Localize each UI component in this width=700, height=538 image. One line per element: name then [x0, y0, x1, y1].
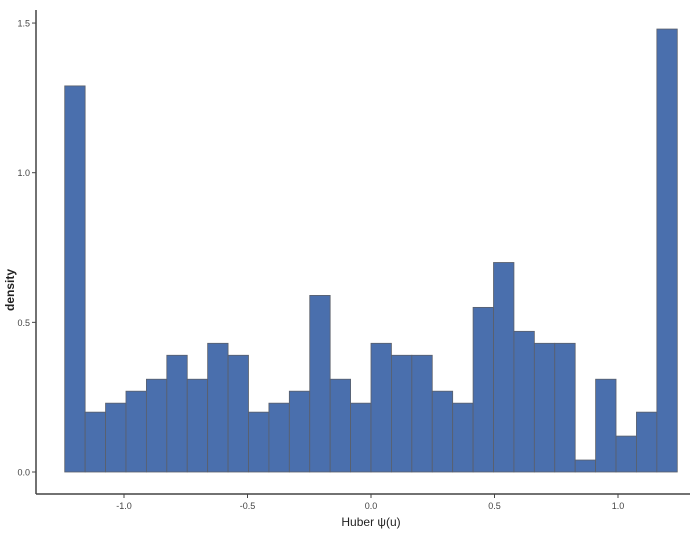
histogram-bar: [309, 295, 331, 473]
histogram-bar: [595, 378, 617, 473]
histogram-bar: [472, 306, 494, 473]
y-axis-title: density: [3, 269, 17, 311]
histogram-bar: [431, 390, 454, 473]
y-ticks: 0.0 0.5 1.0 1.5: [17, 19, 36, 478]
histogram-bar: [513, 330, 535, 473]
y-tick-label: 1.5: [17, 19, 30, 29]
histogram-bar: [186, 378, 209, 473]
histogram-bar: [166, 354, 188, 473]
histogram-bar: [615, 435, 637, 473]
histogram-bar: [207, 342, 229, 473]
histogram-bar: [636, 411, 658, 473]
y-tick-label: 0.5: [17, 318, 30, 328]
histogram-bar: [248, 411, 270, 473]
histogram-bar: [350, 402, 372, 473]
x-tick-label: 0.5: [488, 501, 501, 511]
x-tick-label: 1.0: [612, 501, 625, 511]
histogram-bar: [268, 402, 290, 473]
histogram-bar: [145, 378, 168, 473]
histogram-bar: [533, 342, 556, 473]
histogram-bar: [227, 354, 249, 473]
histogram-bar: [574, 459, 597, 473]
histogram-bar: [288, 390, 311, 473]
x-tick-label: -1.0: [116, 501, 132, 511]
histogram-bar: [411, 354, 433, 473]
bars-group: [64, 28, 678, 473]
histogram-bar: [84, 411, 106, 473]
x-axis-title: Huber ψ(u): [341, 515, 400, 529]
histogram-bar: [64, 85, 86, 473]
histogram-bar: [125, 390, 147, 473]
histogram-bar: [105, 402, 127, 473]
histogram-bar: [554, 342, 576, 473]
histogram-bar: [493, 262, 515, 473]
y-tick-label: 1.0: [17, 168, 30, 178]
histogram-bar: [656, 28, 678, 473]
x-tick-label: 0.0: [365, 501, 378, 511]
histogram-bar: [329, 378, 351, 473]
x-ticks: -1.0 -0.5 0.0 0.5 1.0: [116, 494, 624, 511]
y-tick-label: 0.0: [17, 468, 30, 478]
x-tick-label: -0.5: [240, 501, 256, 511]
histogram-bar: [391, 354, 413, 473]
histogram-bar: [452, 402, 474, 473]
histogram-bar: [370, 342, 392, 473]
